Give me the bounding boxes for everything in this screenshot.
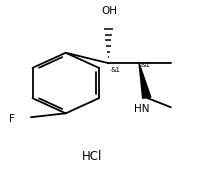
- Text: HCl: HCl: [82, 150, 102, 163]
- Text: &1: &1: [111, 67, 121, 74]
- Text: HN: HN: [134, 104, 149, 114]
- Polygon shape: [139, 63, 151, 98]
- Text: OH: OH: [101, 6, 118, 16]
- Text: &1: &1: [140, 62, 150, 68]
- Text: F: F: [9, 114, 15, 124]
